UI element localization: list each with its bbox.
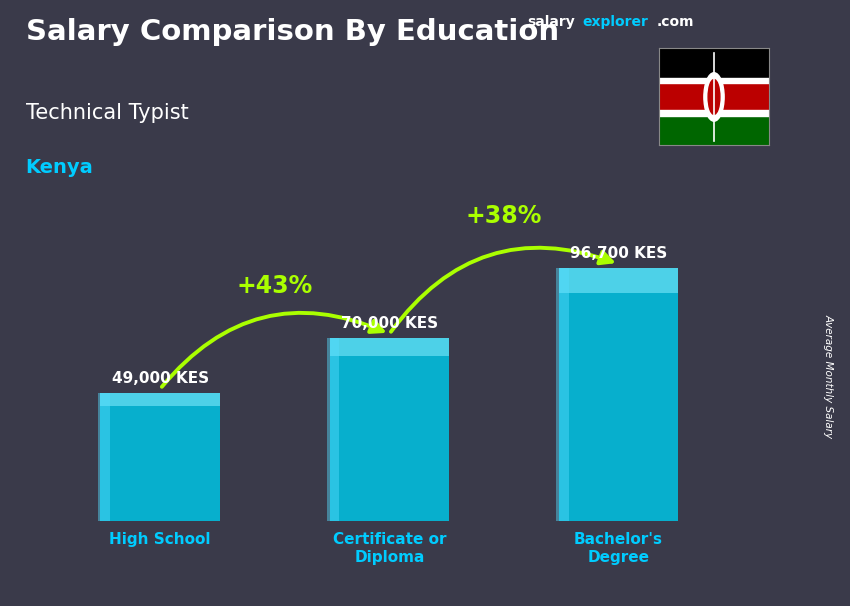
Text: Average Monthly Salary: Average Monthly Salary [824,314,834,438]
Bar [559,268,678,293]
Text: salary: salary [527,15,575,29]
Bar [659,81,769,113]
Bar [659,113,769,145]
Text: +38%: +38% [466,204,542,228]
Bar [330,338,449,356]
Bar [100,393,219,521]
Text: 49,000 KES: 49,000 KES [111,370,208,385]
Text: 96,700 KES: 96,700 KES [570,245,667,261]
Bar [100,393,219,405]
Bar [659,110,769,116]
Text: Salary Comparison By Education: Salary Comparison By Education [26,18,558,46]
Text: .com: .com [656,15,694,29]
Bar [330,338,449,521]
Bar [559,268,678,521]
Text: Kenya: Kenya [26,158,94,176]
Bar [659,48,769,81]
Bar [556,268,569,521]
Bar [659,78,769,84]
Ellipse shape [708,79,720,115]
Ellipse shape [704,73,724,121]
Text: 70,000 KES: 70,000 KES [341,316,438,331]
Text: explorer: explorer [582,15,648,29]
Bar [327,338,339,521]
Bar [98,393,110,521]
Text: Technical Typist: Technical Typist [26,103,188,123]
Text: +43%: +43% [236,273,313,298]
